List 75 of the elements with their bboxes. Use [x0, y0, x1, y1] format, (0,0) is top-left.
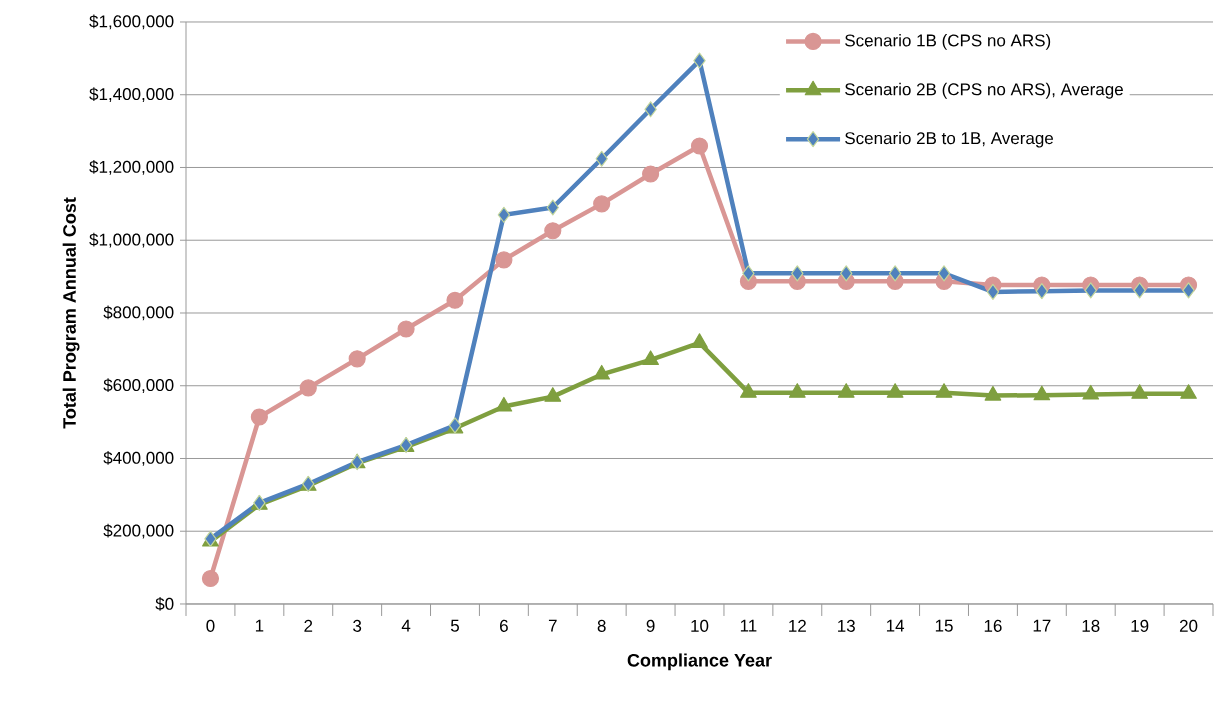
x-axis-title: Compliance Year [627, 653, 772, 671]
point [1082, 384, 1100, 400]
point [986, 283, 1000, 300]
point [837, 383, 855, 398]
x-tick-label: 6 [500, 619, 508, 632]
y-tick-label: $400,000 [103, 451, 174, 466]
y-tick-label: $1,200,000 [89, 160, 174, 175]
x-tick-label: 8 [597, 619, 606, 632]
point [546, 199, 559, 216]
y-tick-label: $1,600,000 [89, 14, 174, 30]
x-tick-label: 4 [401, 619, 411, 632]
point [446, 291, 464, 309]
point [593, 364, 611, 380]
point [1180, 384, 1197, 399]
point [1133, 282, 1146, 299]
point [742, 265, 755, 282]
point [495, 251, 513, 269]
x-tick-label: 15 [935, 619, 953, 632]
x-tick-label: 16 [984, 619, 1002, 632]
point [250, 408, 268, 426]
x-tick-label: 13 [838, 619, 855, 632]
point [593, 195, 611, 213]
point [693, 52, 706, 69]
point [1035, 283, 1049, 300]
point [937, 265, 951, 282]
x-tick-label: 20 [1179, 619, 1198, 632]
x-tick-label: 14 [886, 619, 905, 632]
x-tick-label: 10 [691, 619, 709, 632]
point [1084, 282, 1097, 299]
legend-label: Scenario 2B to 1B, Average [845, 131, 1054, 148]
y-tick-label: $600,000 [103, 378, 174, 394]
x-tick-label: 5 [450, 619, 459, 632]
x-tick-label: 2 [304, 619, 313, 632]
point [495, 396, 513, 412]
point [1033, 385, 1051, 401]
y-axis-title: Total Program Annual Cost [62, 197, 80, 429]
x-tick-label: 18 [1082, 619, 1100, 632]
point [544, 387, 562, 402]
x-tick-label: 0 [206, 619, 215, 632]
point [348, 350, 366, 368]
point [299, 379, 317, 397]
point [1182, 282, 1195, 299]
x-tick-label: 7 [548, 619, 557, 632]
point [691, 333, 708, 348]
point [791, 265, 804, 282]
y-tick-label: $1,000,000 [89, 232, 174, 248]
point [886, 383, 904, 398]
y-tick-label: $200,000 [103, 523, 174, 539]
point [935, 383, 953, 398]
y-tick-label: $0 [155, 597, 174, 611]
point [840, 265, 853, 282]
x-tick-label: 11 [740, 619, 757, 632]
point [740, 383, 757, 398]
point [642, 165, 660, 183]
point [1131, 384, 1149, 399]
point [644, 101, 657, 118]
x-tick-label: 19 [1131, 619, 1149, 632]
y-tick-label: $800,000 [103, 305, 174, 321]
point [497, 206, 511, 223]
point [690, 137, 709, 155]
point [888, 265, 902, 282]
x-tick-label: 17 [1033, 619, 1051, 632]
point [595, 150, 608, 167]
x-tick-label: 12 [789, 619, 806, 632]
point [642, 350, 659, 365]
y-tick-label: $1,400,000 [89, 87, 174, 103]
x-tick-label: 1 [255, 619, 264, 632]
x-tick-label: 9 [646, 619, 655, 632]
point [544, 222, 562, 240]
point [788, 383, 806, 398]
x-tick-label: 3 [353, 619, 362, 632]
legend-label: Scenario 1B (CPS no ARS) [845, 34, 1051, 50]
legend-label: Scenario 2B (CPS no ARS), Average [845, 82, 1123, 99]
point [984, 385, 1002, 401]
point [397, 320, 415, 338]
